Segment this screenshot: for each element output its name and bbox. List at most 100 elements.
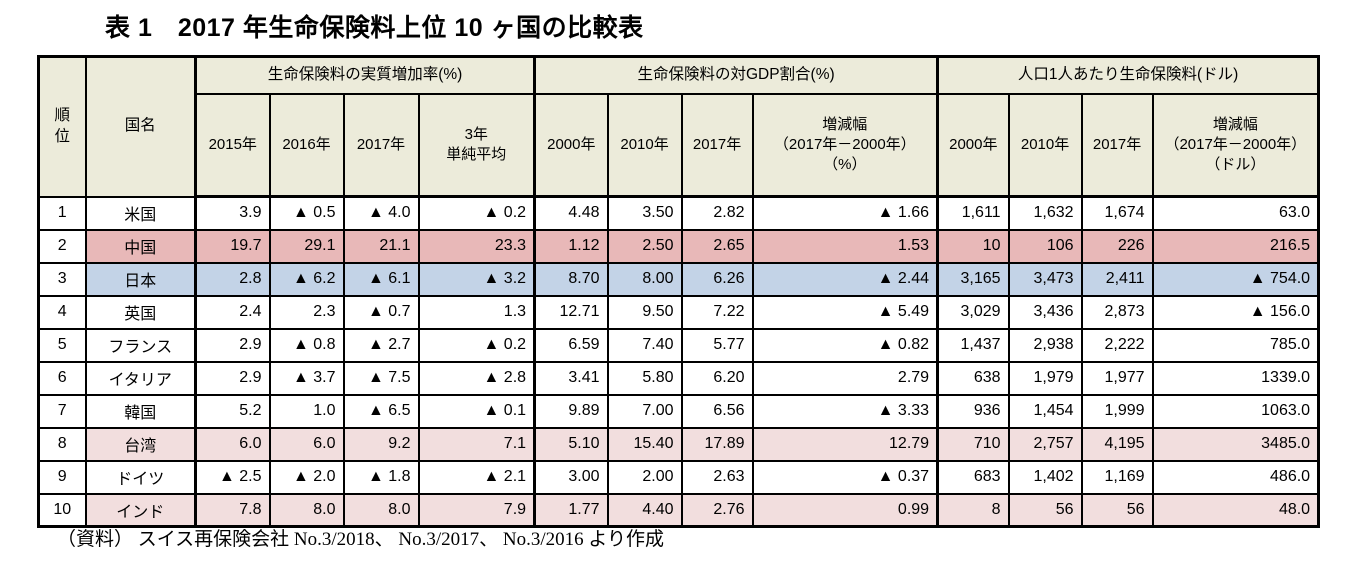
gdp-delta-cell: 12.79 (751, 426, 939, 462)
growth-avg-cell: ▲ 2.8 (417, 360, 536, 396)
table-row: 3 日本 2.8 ▲ 6.2 ▲ 6.1 ▲ 3.2 8.70 8.00 6.2… (37, 261, 1320, 297)
growth-2017-cell: ▲ 6.1 (342, 261, 420, 297)
growth-2017-cell: ▲ 7.5 (342, 360, 420, 396)
rank-cell: 5 (37, 327, 87, 363)
percap-2017-cell: 2,411 (1080, 261, 1154, 297)
country-cell: 台湾 (84, 426, 197, 462)
gdp-2017-cell: 6.26 (680, 261, 754, 297)
country-cell: インド (84, 492, 197, 528)
growth-2016-cell: 2.3 (268, 294, 345, 330)
gdp-delta-cell: ▲ 3.33 (751, 393, 939, 429)
growth-avg-cell: ▲ 0.1 (417, 393, 536, 429)
growth-avg-cell: ▲ 2.1 (417, 459, 536, 495)
percap-delta-cell: 48.0 (1151, 492, 1320, 528)
percap-2010-cell: 3,473 (1007, 261, 1083, 297)
col-header-percap-2010: 2010年 (1007, 93, 1083, 198)
country-cell: イタリア (84, 360, 197, 396)
group-header-gdp-share: 生命保険料の対GDP割合(%) (533, 55, 939, 95)
gdp-2017-cell: 2.63 (680, 459, 754, 495)
percap-2000-cell: 683 (936, 459, 1010, 495)
percap-2010-cell: 1,402 (1007, 459, 1083, 495)
growth-2016-cell: 1.0 (268, 393, 345, 429)
growth-2015-cell: 6.0 (194, 426, 271, 462)
percap-2000-cell: 1,611 (936, 195, 1010, 231)
growth-2015-cell: 19.7 (194, 228, 271, 264)
growth-2015-cell: 7.8 (194, 492, 271, 528)
growth-2016-cell: ▲ 6.2 (268, 261, 345, 297)
percap-delta-cell: ▲ 156.0 (1151, 294, 1320, 330)
percap-2000-cell: 936 (936, 393, 1010, 429)
gdp-2017-cell: 7.22 (680, 294, 754, 330)
col-header-growth-2017: 2017年 (342, 93, 420, 198)
gdp-2017-cell: 6.56 (680, 393, 754, 429)
country-cell: 英国 (84, 294, 197, 330)
country-header: 国名 (84, 55, 197, 198)
gdp-2010-cell: 15.40 (606, 426, 683, 462)
group-header-row: 順 位 国名 生命保険料の実質増加率(%) 生命保険料の対GDP割合(%) 人口… (37, 55, 1320, 198)
percap-delta-cell: 486.0 (1151, 459, 1320, 495)
growth-2016-cell: ▲ 0.5 (268, 195, 345, 231)
percap-2017-cell: 2,222 (1080, 327, 1154, 363)
table-row: 4 英国 2.4 2.3 ▲ 0.7 1.3 12.71 9.50 7.22 ▲… (37, 294, 1320, 330)
table-row: 10 インド 7.8 8.0 8.0 7.9 1.77 4.40 2.76 0.… (37, 492, 1320, 528)
growth-avg-cell: 23.3 (417, 228, 536, 264)
growth-2016-cell: 29.1 (268, 228, 345, 264)
percap-2010-cell: 1,454 (1007, 393, 1083, 429)
growth-2017-cell: ▲ 6.5 (342, 393, 420, 429)
rank-cell: 10 (37, 492, 87, 528)
gdp-2000-cell: 4.48 (533, 195, 609, 231)
gdp-delta-cell: ▲ 1.66 (751, 195, 939, 231)
country-cell: フランス (84, 327, 197, 363)
growth-avg-cell: ▲ 0.2 (417, 195, 536, 231)
percap-2000-cell: 638 (936, 360, 1010, 396)
rank-cell: 2 (37, 228, 87, 264)
gdp-delta-cell: ▲ 2.44 (751, 261, 939, 297)
gdp-2000-cell: 5.10 (533, 426, 609, 462)
gdp-2000-cell: 12.71 (533, 294, 609, 330)
growth-2016-cell: 6.0 (268, 426, 345, 462)
growth-2017-cell: 8.0 (342, 492, 420, 528)
growth-2017-cell: 21.1 (342, 228, 420, 264)
col-header-gdp-2017: 2017年 (680, 93, 754, 198)
growth-2015-cell: 5.2 (194, 393, 271, 429)
gdp-2010-cell: 2.00 (606, 459, 683, 495)
col-header-percap-2017: 2017年 (1080, 93, 1154, 198)
percap-delta-cell: ▲ 754.0 (1151, 261, 1320, 297)
table-row: 2 中国 19.7 29.1 21.1 23.3 1.12 2.50 2.65 … (37, 228, 1320, 264)
gdp-2000-cell: 6.59 (533, 327, 609, 363)
gdp-2010-cell: 5.80 (606, 360, 683, 396)
percap-delta-cell: 785.0 (1151, 327, 1320, 363)
growth-2015-cell: 2.8 (194, 261, 271, 297)
gdp-2000-cell: 9.89 (533, 393, 609, 429)
percap-2017-cell: 1,977 (1080, 360, 1154, 396)
gdp-2017-cell: 2.65 (680, 228, 754, 264)
table-row: 9 ドイツ ▲ 2.5 ▲ 2.0 ▲ 1.8 ▲ 2.1 3.00 2.00 … (37, 459, 1320, 495)
table-body: 1 米国 3.9 ▲ 0.5 ▲ 4.0 ▲ 0.2 4.48 3.50 2.8… (37, 195, 1320, 528)
gdp-delta-cell: ▲ 5.49 (751, 294, 939, 330)
country-cell: 韓国 (84, 393, 197, 429)
rank-cell: 8 (37, 426, 87, 462)
percap-2000-cell: 8 (936, 492, 1010, 528)
growth-avg-cell: ▲ 3.2 (417, 261, 536, 297)
col-header-gdp-2010: 2010年 (606, 93, 683, 198)
percap-2017-cell: 1,999 (1080, 393, 1154, 429)
percap-2017-cell: 4,195 (1080, 426, 1154, 462)
gdp-2017-cell: 17.89 (680, 426, 754, 462)
rank-cell: 7 (37, 393, 87, 429)
percap-2017-cell: 56 (1080, 492, 1154, 528)
country-cell: 米国 (84, 195, 197, 231)
group-header-per-capita: 人口1人あたり生命保険料(ドル) (936, 55, 1320, 95)
percap-delta-cell: 63.0 (1151, 195, 1320, 231)
rank-cell: 1 (37, 195, 87, 231)
percap-delta-cell: 3485.0 (1151, 426, 1320, 462)
growth-2016-cell: ▲ 0.8 (268, 327, 345, 363)
percap-2010-cell: 2,938 (1007, 327, 1083, 363)
rank-cell: 4 (37, 294, 87, 330)
growth-avg-cell: ▲ 0.2 (417, 327, 536, 363)
gdp-2010-cell: 4.40 (606, 492, 683, 528)
col-header-growth-2015: 2015年 (194, 93, 271, 198)
growth-2017-cell: ▲ 2.7 (342, 327, 420, 363)
gdp-2010-cell: 7.40 (606, 327, 683, 363)
col-header-gdp-2000: 2000年 (533, 93, 609, 198)
